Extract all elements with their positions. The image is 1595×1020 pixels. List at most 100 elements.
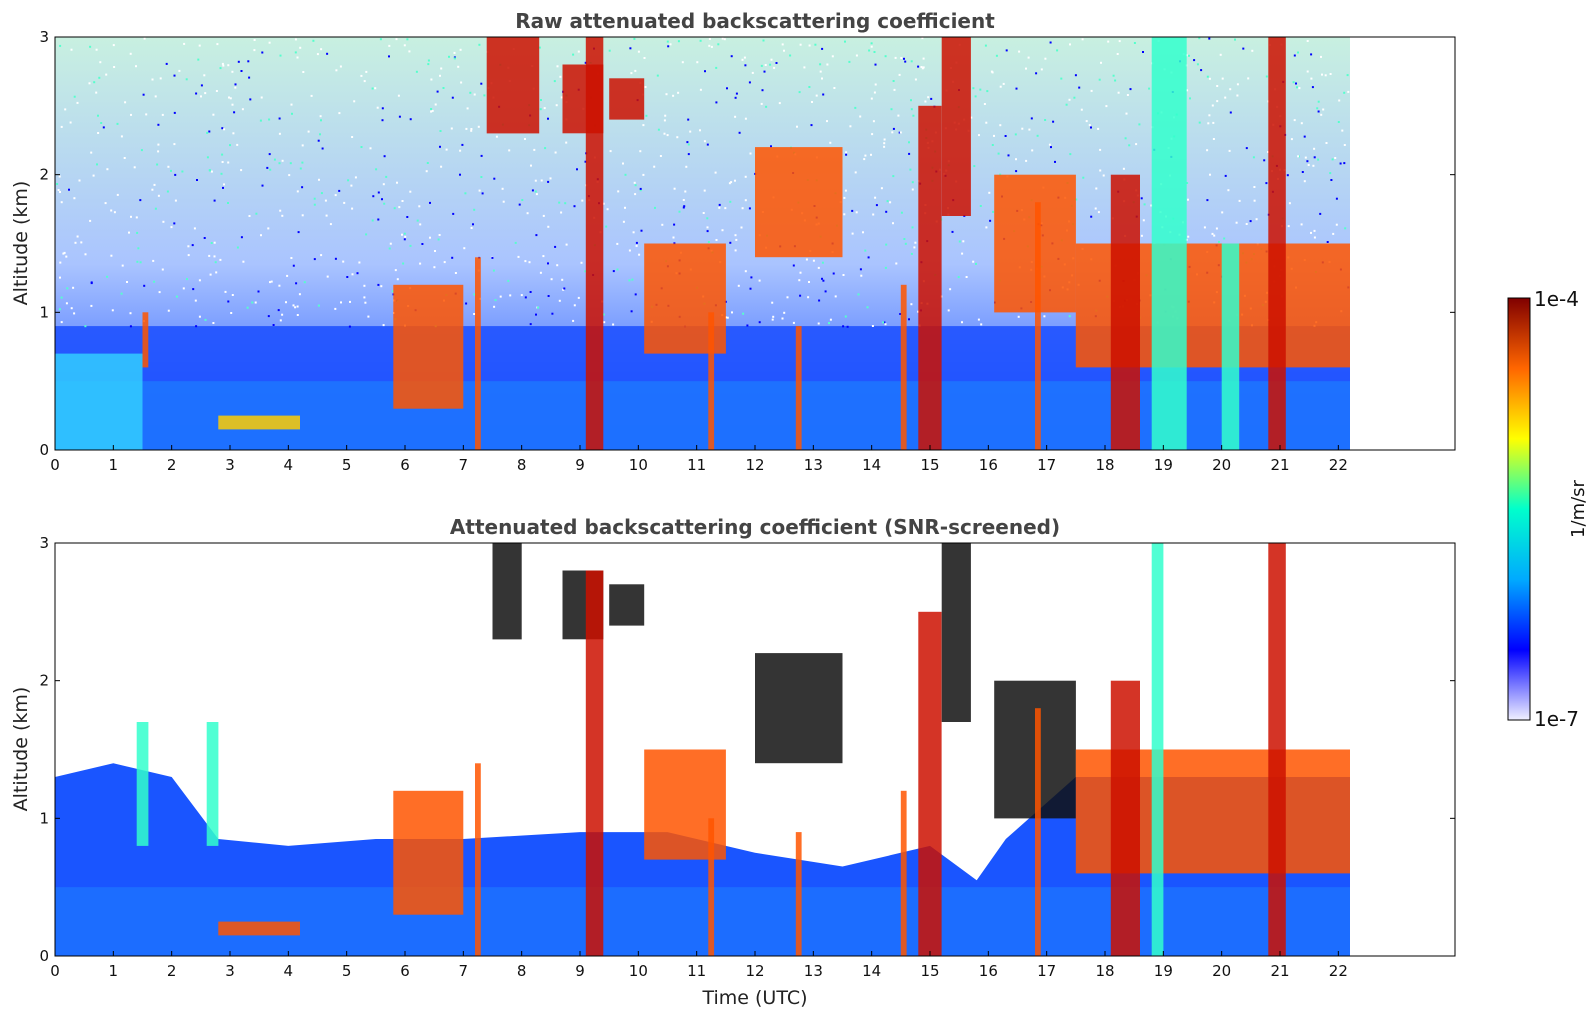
noise-speckle xyxy=(383,202,386,205)
noise-speckle xyxy=(70,48,73,51)
noise-speckle xyxy=(635,241,638,244)
noise-speckle xyxy=(210,242,213,244)
noise-speckle xyxy=(195,92,198,95)
noise-speckle xyxy=(221,161,224,163)
x-tick-label: 8 xyxy=(517,456,527,474)
noise-speckle xyxy=(338,112,341,115)
noise-speckle xyxy=(814,43,817,46)
noise-speckle xyxy=(750,276,753,279)
noise-speckle xyxy=(1224,174,1227,177)
noise-speckle xyxy=(734,179,736,182)
noise-speckle xyxy=(442,87,445,89)
noise-speckle xyxy=(385,175,388,178)
screened-panel-title: Attenuated backscattering coefficient (S… xyxy=(450,515,1060,539)
noise-speckle xyxy=(558,299,561,302)
x-tick-label: 7 xyxy=(459,962,469,980)
noise-speckle xyxy=(526,212,529,215)
noise-speckle xyxy=(538,46,541,49)
noise-speckle xyxy=(910,108,913,111)
noise-speckle xyxy=(634,193,637,196)
noise-speckle xyxy=(167,309,170,312)
noise-speckle xyxy=(873,51,876,53)
noise-speckle xyxy=(253,39,256,41)
noise-speckle xyxy=(616,268,619,271)
noise-speckle xyxy=(251,301,254,304)
noise-speckle xyxy=(892,222,894,225)
noise-speckle xyxy=(731,311,733,314)
noise-speckle xyxy=(499,295,502,298)
noise-speckle xyxy=(173,111,176,114)
noise-speckle xyxy=(728,182,731,185)
noise-speckle xyxy=(215,90,218,92)
noise-speckle xyxy=(231,103,234,106)
x-tick-label: 6 xyxy=(400,962,410,980)
noise-speckle xyxy=(584,61,587,64)
noise-speckle xyxy=(1068,98,1071,101)
noise-speckle xyxy=(572,53,575,56)
noise-speckle xyxy=(403,44,406,47)
noise-speckle xyxy=(1054,160,1056,163)
noise-speckle xyxy=(448,55,450,58)
noise-speckle xyxy=(812,259,815,262)
noise-speckle xyxy=(885,210,888,213)
noise-speckle xyxy=(438,234,441,236)
noise-speckle xyxy=(1117,91,1120,94)
noise-speckle xyxy=(1035,72,1038,75)
noise-speckle xyxy=(440,165,443,168)
noise-speckle xyxy=(899,313,902,315)
noise-speckle xyxy=(744,199,747,202)
noise-speckle xyxy=(667,45,670,48)
noise-speckle xyxy=(377,218,380,221)
noise-speckle xyxy=(609,150,612,153)
x-tick-label: 11 xyxy=(687,456,706,474)
noise-speckle xyxy=(439,130,442,132)
noise-speckle xyxy=(685,165,688,168)
noise-speckle xyxy=(253,49,256,52)
noise-speckle xyxy=(725,316,727,319)
noise-speckle xyxy=(403,232,406,235)
noise-speckle xyxy=(514,241,517,244)
noise-speckle xyxy=(781,43,784,46)
noise-speckle xyxy=(353,100,356,103)
noise-speckle xyxy=(365,70,368,73)
noise-speckle xyxy=(1267,151,1270,153)
noise-speckle xyxy=(534,190,537,193)
cloud-feature xyxy=(609,584,645,626)
noise-speckle xyxy=(351,136,354,138)
noise-speckle xyxy=(764,64,767,66)
noise-speckle xyxy=(214,261,217,264)
noise-speckle xyxy=(958,240,961,243)
noise-speckle xyxy=(786,296,789,299)
noise-speckle xyxy=(1088,124,1091,127)
noise-speckle xyxy=(60,125,63,128)
noise-speckle xyxy=(819,70,822,73)
noise-speckle xyxy=(699,129,701,132)
noise-speckle xyxy=(393,207,396,210)
noise-speckle xyxy=(972,260,975,263)
noise-speckle xyxy=(872,120,875,123)
noise-speckle xyxy=(645,114,648,117)
noise-speckle xyxy=(663,119,666,122)
noise-speckle xyxy=(842,325,845,328)
noise-speckle xyxy=(744,270,747,273)
noise-speckle xyxy=(961,252,964,255)
noise-speckle xyxy=(1198,121,1201,124)
noise-speckle xyxy=(137,247,140,250)
noise-speckle xyxy=(874,63,877,66)
noise-speckle xyxy=(1122,167,1125,170)
noise-speckle xyxy=(565,243,568,246)
noise-speckle xyxy=(833,87,836,89)
noise-speckle xyxy=(640,229,643,232)
noise-speckle xyxy=(1209,173,1211,176)
noise-speckle xyxy=(718,203,721,206)
noise-speckle xyxy=(894,56,897,59)
noise-speckle xyxy=(268,153,271,156)
screened-cloud-features xyxy=(136,543,1350,956)
noise-speckle xyxy=(302,71,305,73)
noise-speckle xyxy=(738,131,741,134)
noise-speckle xyxy=(450,127,453,130)
noise-speckle xyxy=(560,96,563,99)
noise-speckle xyxy=(377,283,380,286)
noise-speckle xyxy=(1229,111,1232,114)
noise-speckle xyxy=(1142,51,1144,53)
